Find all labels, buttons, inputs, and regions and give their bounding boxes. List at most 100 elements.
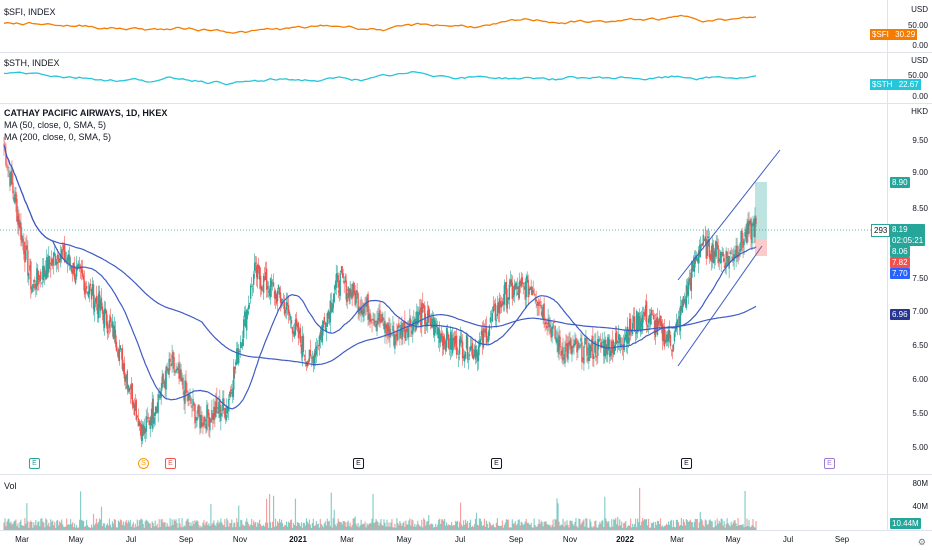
volume-bar — [282, 526, 285, 530]
candle-body — [547, 318, 549, 325]
candle-body — [441, 336, 444, 346]
candle-body — [557, 339, 559, 352]
candle-body — [403, 321, 405, 330]
candle-body — [71, 269, 74, 275]
volume-bar — [124, 522, 126, 530]
volume-bar — [668, 524, 671, 530]
volume-bar — [549, 524, 551, 530]
future-earnings-event-icon[interactable]: E — [824, 458, 835, 469]
volume-bar — [415, 526, 417, 530]
candle-body — [513, 286, 515, 296]
candle-body — [744, 231, 746, 237]
candle-body — [582, 358, 584, 360]
volume-bar — [245, 521, 247, 530]
volume-pane[interactable]: Vol 80M 40M 10.44M — [0, 475, 932, 530]
sth-price-scale[interactable]: USD 50.00 0.00 — [887, 53, 932, 103]
sth-plot[interactable] — [0, 53, 888, 103]
volume-bar — [587, 527, 589, 530]
candle-body — [294, 319, 297, 335]
volume-bar — [526, 522, 528, 530]
sfi-pane[interactable]: $SFI, INDEX USD 50.00 0.00 — [0, 0, 932, 52]
ma200-legend[interactable]: MA (200, close, 0, SMA, 5) — [4, 132, 112, 142]
volume-bar — [10, 521, 12, 530]
volume-plot[interactable] — [0, 475, 888, 530]
candle-body — [168, 358, 170, 375]
candle-body — [253, 262, 256, 271]
candle-body — [318, 336, 321, 346]
pane-separator[interactable] — [0, 474, 932, 475]
volume-tick: 40M — [912, 502, 928, 511]
volume-bar — [724, 527, 726, 530]
pane-separator[interactable] — [0, 103, 932, 104]
volume-bar — [504, 522, 506, 530]
candle-body — [217, 411, 219, 414]
volume-bar — [755, 521, 757, 530]
candle-body — [736, 245, 738, 257]
candle-body — [237, 348, 239, 364]
earnings-event-icon[interactable]: E — [29, 458, 40, 469]
volume-bar — [551, 525, 553, 530]
volume-bar — [207, 525, 209, 530]
candle-body — [222, 398, 224, 411]
candle-body — [638, 316, 641, 331]
candle-body — [242, 338, 244, 347]
volume-bar — [110, 527, 113, 530]
candle-body — [186, 391, 188, 393]
candle-body — [389, 328, 391, 338]
x-tick: 2021 — [289, 535, 307, 544]
settings-gear-icon[interactable]: ⚙ — [917, 537, 926, 547]
volume-bar — [190, 522, 192, 530]
volume-bar — [303, 522, 306, 530]
volume-bar — [454, 525, 456, 530]
earnings-event-icon[interactable]: E — [491, 458, 502, 469]
time-axis[interactable]: Mar May Jul Sep Nov 2021 Mar May Jul Sep… — [0, 531, 888, 550]
volume-scale[interactable]: 80M 40M 10.44M — [887, 475, 932, 530]
volume-bar — [715, 525, 717, 530]
candle-body — [527, 279, 529, 298]
candle-body — [561, 350, 563, 355]
earnings-event-icon[interactable]: E — [165, 458, 176, 469]
candle-body — [274, 291, 277, 300]
candle-body — [420, 307, 422, 326]
volume-bar — [26, 503, 28, 530]
sth-pane[interactable]: $STH, INDEX USD 50.00 0.00 — [0, 53, 932, 103]
ma50-legend[interactable]: MA (50, close, 0, SMA, 5) — [4, 120, 107, 130]
volume-bar — [331, 527, 333, 530]
volume-bar — [624, 522, 626, 530]
earnings-event-icon[interactable]: E — [353, 458, 364, 469]
main-pane[interactable]: CATHAY PACIFIC AIRWAYS, 1D, HKEX MA (50,… — [0, 104, 932, 474]
volume-bar — [599, 521, 601, 530]
candle-body — [687, 281, 690, 296]
candle-body — [314, 350, 317, 358]
candle-body — [244, 311, 246, 317]
volume-bar — [590, 521, 592, 530]
volume-bar — [356, 526, 358, 530]
split-event-icon[interactable]: S — [138, 458, 149, 469]
volume-bar — [736, 526, 738, 530]
sfi-plot[interactable] — [0, 0, 888, 52]
volume-bar — [456, 520, 459, 530]
volume-bar — [573, 525, 575, 530]
candle-body — [108, 320, 111, 329]
candle-body — [542, 304, 544, 320]
earnings-event-icon[interactable]: E — [681, 458, 692, 469]
candle-body — [408, 325, 410, 338]
volume-bar — [6, 521, 8, 530]
symbol-title[interactable]: CATHAY PACIFIC AIRWAYS, 1D, HKEX — [4, 108, 168, 118]
volume-bar — [742, 524, 744, 530]
volume-bar — [158, 519, 160, 530]
pane-separator[interactable] — [0, 52, 932, 53]
candle-body — [298, 330, 301, 334]
candle-body — [388, 325, 390, 337]
main-price-scale[interactable]: HKD 9.50 9.00 8.50 7.50 7.00 6.50 6.00 5… — [887, 104, 932, 474]
sfi-price-scale[interactable]: USD 50.00 0.00 — [887, 0, 932, 52]
volume-bar — [681, 525, 683, 530]
volume-bar — [328, 520, 330, 530]
candle-body — [143, 425, 145, 435]
volume-bar — [745, 526, 747, 530]
candle-body — [607, 337, 609, 355]
volume-bar — [443, 520, 445, 530]
candle-body — [148, 421, 150, 425]
main-plot[interactable] — [0, 104, 888, 474]
volume-bar — [335, 526, 337, 530]
